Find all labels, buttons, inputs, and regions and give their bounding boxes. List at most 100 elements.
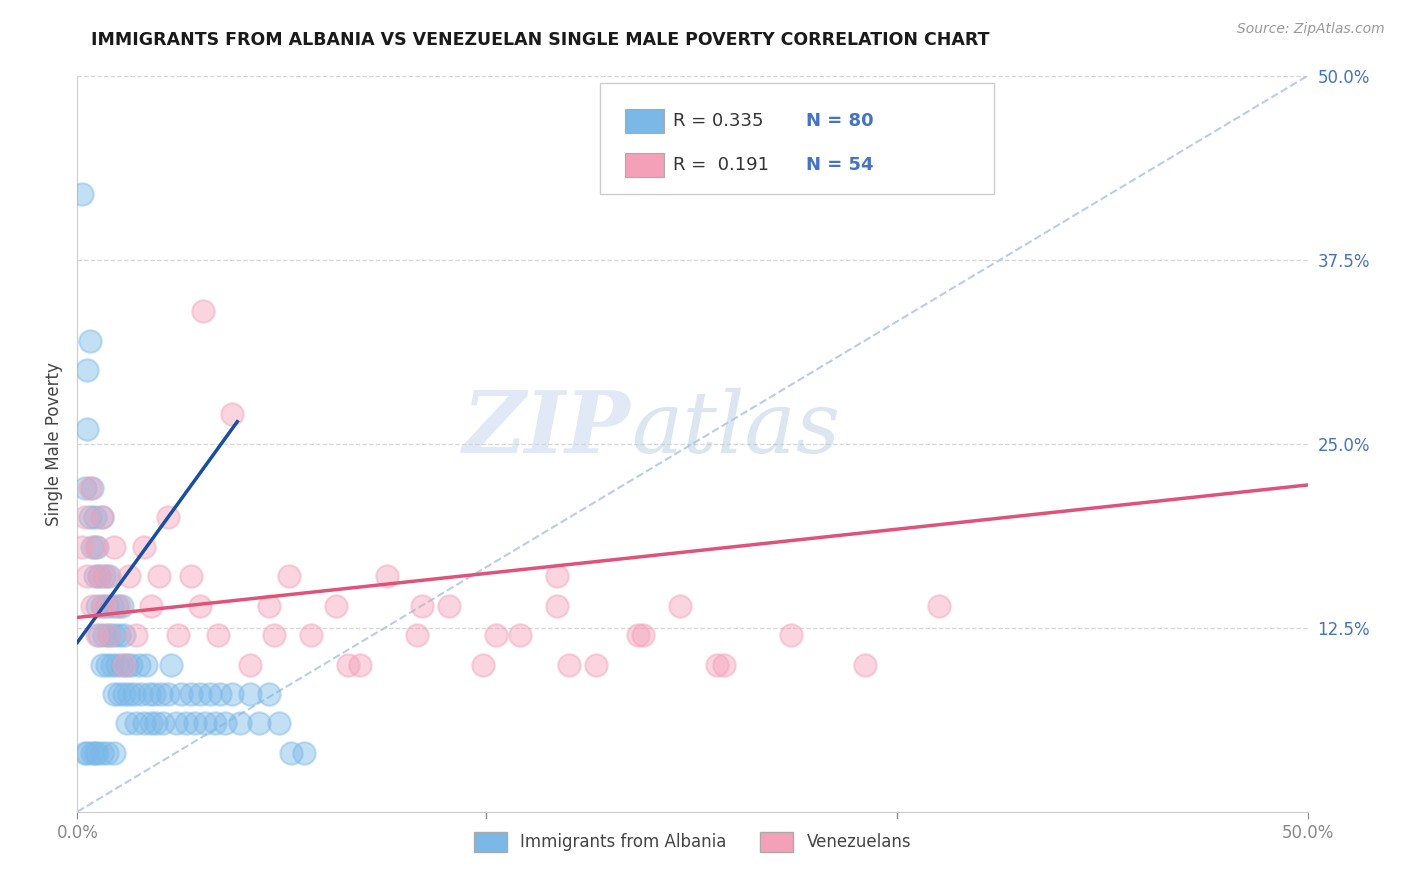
Point — [128, 657, 150, 672]
Point — [148, 569, 170, 583]
Point — [101, 599, 124, 613]
Point — [406, 628, 429, 642]
Point — [90, 510, 114, 524]
Point — [90, 746, 114, 760]
Point — [509, 628, 531, 642]
Point — [558, 657, 581, 672]
Point — [86, 746, 108, 760]
Point — [263, 628, 285, 642]
Point — [249, 716, 271, 731]
Text: ZIP: ZIP — [463, 387, 631, 471]
Point — [108, 628, 131, 642]
Point — [86, 628, 108, 642]
Text: N = 54: N = 54 — [806, 156, 873, 174]
Point — [239, 657, 262, 672]
Point — [669, 599, 692, 613]
Point — [485, 628, 508, 642]
Point — [142, 687, 165, 701]
Point — [83, 510, 105, 524]
Point — [280, 746, 302, 760]
Point — [135, 657, 157, 672]
Point — [82, 599, 104, 613]
Point — [132, 716, 155, 731]
Point — [174, 716, 197, 731]
Point — [706, 657, 728, 672]
Point — [82, 540, 104, 554]
Point — [157, 510, 180, 524]
Point — [170, 687, 193, 701]
Point — [103, 746, 125, 760]
Point — [83, 569, 105, 583]
Point — [82, 746, 104, 760]
Point — [180, 569, 202, 583]
Point — [145, 716, 167, 731]
Point — [546, 569, 568, 583]
Point — [132, 540, 155, 554]
Point — [191, 304, 214, 318]
Point — [200, 687, 222, 701]
Point — [79, 481, 101, 495]
Point — [108, 599, 131, 613]
Point — [160, 657, 183, 672]
Point — [79, 334, 101, 348]
Point — [194, 716, 217, 731]
Point — [299, 628, 322, 642]
Point — [96, 599, 118, 613]
Point — [278, 569, 301, 583]
Point — [122, 687, 145, 701]
Point — [167, 628, 190, 642]
Point — [150, 687, 173, 701]
Point — [70, 540, 93, 554]
Point — [89, 569, 111, 583]
Point — [76, 569, 98, 583]
Point — [101, 657, 124, 672]
Point — [96, 657, 118, 672]
Point — [96, 746, 118, 760]
Point — [111, 657, 132, 672]
Point — [325, 599, 347, 613]
Point — [115, 716, 138, 731]
Point — [411, 599, 433, 613]
Point — [165, 716, 187, 731]
Point — [928, 599, 950, 613]
Point — [472, 657, 495, 672]
Point — [89, 628, 111, 642]
Point — [112, 687, 135, 701]
Point — [93, 599, 115, 613]
Point — [76, 746, 98, 760]
Point — [437, 599, 460, 613]
Point — [141, 599, 163, 613]
Point — [349, 657, 371, 672]
Point — [103, 540, 125, 554]
Point — [138, 687, 160, 701]
Point — [780, 628, 803, 642]
Point — [98, 569, 121, 583]
Text: N = 80: N = 80 — [806, 112, 873, 130]
FancyBboxPatch shape — [624, 153, 664, 177]
Point — [83, 746, 105, 760]
Point — [546, 599, 568, 613]
Point — [103, 628, 125, 642]
Y-axis label: Single Male Poverty: Single Male Poverty — [45, 362, 63, 525]
Point — [633, 628, 655, 642]
Point — [188, 687, 212, 701]
Point — [86, 540, 108, 554]
Point — [89, 569, 111, 583]
Point — [73, 481, 96, 495]
Point — [204, 716, 226, 731]
Point — [157, 687, 180, 701]
Point — [118, 569, 141, 583]
Point — [112, 628, 135, 642]
Legend: Immigrants from Albania, Venezuelans: Immigrants from Albania, Venezuelans — [467, 825, 918, 859]
Point — [79, 510, 101, 524]
Point — [125, 716, 148, 731]
Point — [259, 687, 281, 701]
Point — [180, 687, 202, 701]
Point — [90, 657, 114, 672]
Point — [292, 746, 315, 760]
Point — [76, 422, 98, 436]
Point — [105, 657, 128, 672]
Point — [115, 657, 138, 672]
Point — [96, 569, 118, 583]
Point — [90, 510, 114, 524]
